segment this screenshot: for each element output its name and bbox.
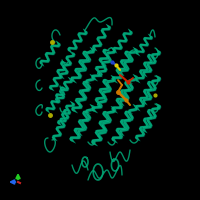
Polygon shape xyxy=(77,105,96,136)
Polygon shape xyxy=(111,51,133,83)
Polygon shape xyxy=(68,29,88,54)
Polygon shape xyxy=(112,111,133,144)
Polygon shape xyxy=(136,81,155,112)
Polygon shape xyxy=(59,51,75,79)
Polygon shape xyxy=(77,74,95,106)
Polygon shape xyxy=(46,87,68,114)
Polygon shape xyxy=(135,54,154,83)
Polygon shape xyxy=(97,107,117,139)
Polygon shape xyxy=(39,41,61,66)
Polygon shape xyxy=(142,75,161,105)
Polygon shape xyxy=(49,61,67,91)
Polygon shape xyxy=(55,77,73,103)
Polygon shape xyxy=(57,101,75,126)
Polygon shape xyxy=(77,47,95,76)
Polygon shape xyxy=(91,79,111,113)
Polygon shape xyxy=(91,111,111,146)
Polygon shape xyxy=(136,34,153,57)
Polygon shape xyxy=(91,49,111,81)
Polygon shape xyxy=(135,109,155,142)
Polygon shape xyxy=(92,79,111,114)
Polygon shape xyxy=(112,51,133,84)
Polygon shape xyxy=(77,47,96,77)
Polygon shape xyxy=(135,81,154,111)
Polygon shape xyxy=(142,103,161,133)
Polygon shape xyxy=(58,101,75,127)
Polygon shape xyxy=(97,75,116,108)
Polygon shape xyxy=(49,61,68,92)
Polygon shape xyxy=(143,49,161,78)
Polygon shape xyxy=(52,109,70,141)
Polygon shape xyxy=(97,76,117,108)
Polygon shape xyxy=(45,86,67,113)
Polygon shape xyxy=(111,81,133,113)
Polygon shape xyxy=(143,103,161,134)
Polygon shape xyxy=(92,49,111,82)
Polygon shape xyxy=(77,104,95,136)
Polygon shape xyxy=(71,81,91,113)
Polygon shape xyxy=(113,29,133,54)
Polygon shape xyxy=(70,51,91,83)
Polygon shape xyxy=(69,111,91,143)
Polygon shape xyxy=(97,106,116,139)
Polygon shape xyxy=(143,75,161,106)
Polygon shape xyxy=(56,77,73,104)
Polygon shape xyxy=(40,41,61,67)
Polygon shape xyxy=(92,111,111,147)
Polygon shape xyxy=(70,111,91,144)
Polygon shape xyxy=(112,81,133,114)
Polygon shape xyxy=(52,110,71,141)
Polygon shape xyxy=(98,47,116,78)
Polygon shape xyxy=(77,75,96,106)
Polygon shape xyxy=(111,111,133,143)
Polygon shape xyxy=(112,29,133,53)
Polygon shape xyxy=(59,52,76,79)
Polygon shape xyxy=(71,51,91,84)
Polygon shape xyxy=(119,74,138,106)
Polygon shape xyxy=(119,75,139,106)
Polygon shape xyxy=(97,47,116,77)
Polygon shape xyxy=(135,34,153,56)
Polygon shape xyxy=(92,24,111,51)
Polygon shape xyxy=(67,29,88,53)
Polygon shape xyxy=(119,104,138,136)
Polygon shape xyxy=(119,47,138,76)
Polygon shape xyxy=(93,24,111,52)
Polygon shape xyxy=(136,54,155,84)
Polygon shape xyxy=(72,81,91,114)
Polygon shape xyxy=(142,49,161,77)
Polygon shape xyxy=(119,105,139,136)
Polygon shape xyxy=(135,109,154,141)
Polygon shape xyxy=(120,47,138,77)
